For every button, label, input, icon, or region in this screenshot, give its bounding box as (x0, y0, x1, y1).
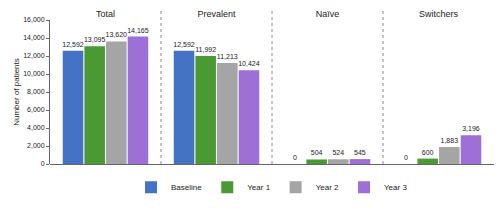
svg-text:8,000: 8,000 (27, 88, 45, 95)
svg-text:12,592: 12,592 (62, 41, 84, 48)
svg-text:6,000: 6,000 (27, 106, 45, 113)
svg-text:10,424: 10,424 (238, 60, 260, 67)
svg-text:0: 0 (293, 154, 297, 161)
svg-text:Naïve: Naïve (316, 9, 340, 19)
svg-text:16,000: 16,000 (23, 16, 45, 23)
svg-text:Number of patients: Number of patients (12, 58, 21, 126)
svg-text:12,000: 12,000 (23, 52, 45, 59)
svg-text:600: 600 (422, 149, 434, 156)
svg-text:2,000: 2,000 (27, 142, 45, 149)
svg-text:13,620: 13,620 (106, 31, 128, 38)
svg-text:Prevalent: Prevalent (197, 9, 236, 19)
svg-text:Year 1: Year 1 (247, 183, 270, 192)
svg-text:14,000: 14,000 (23, 34, 45, 41)
svg-text:Total: Total (96, 9, 115, 19)
svg-text:11,213: 11,213 (217, 53, 238, 60)
svg-text:524: 524 (332, 149, 344, 156)
svg-text:Year 2: Year 2 (316, 183, 339, 192)
svg-text:545: 545 (354, 149, 366, 156)
svg-text:14,165: 14,165 (127, 27, 149, 34)
svg-text:Switchers: Switchers (419, 9, 459, 19)
svg-text:10,000: 10,000 (23, 70, 45, 77)
svg-text:12,592: 12,592 (173, 41, 195, 48)
svg-text:3,196: 3,196 (462, 125, 480, 132)
svg-text:1,883: 1,883 (441, 137, 459, 144)
svg-text:Baseline: Baseline (171, 183, 202, 192)
svg-text:0: 0 (41, 160, 45, 167)
svg-text:0: 0 (404, 154, 408, 161)
svg-text:11,992: 11,992 (195, 46, 216, 53)
svg-text:Year 3: Year 3 (384, 183, 407, 192)
svg-text:13,095: 13,095 (84, 36, 106, 43)
svg-text:504: 504 (311, 149, 323, 156)
svg-text:4,000: 4,000 (27, 124, 45, 131)
